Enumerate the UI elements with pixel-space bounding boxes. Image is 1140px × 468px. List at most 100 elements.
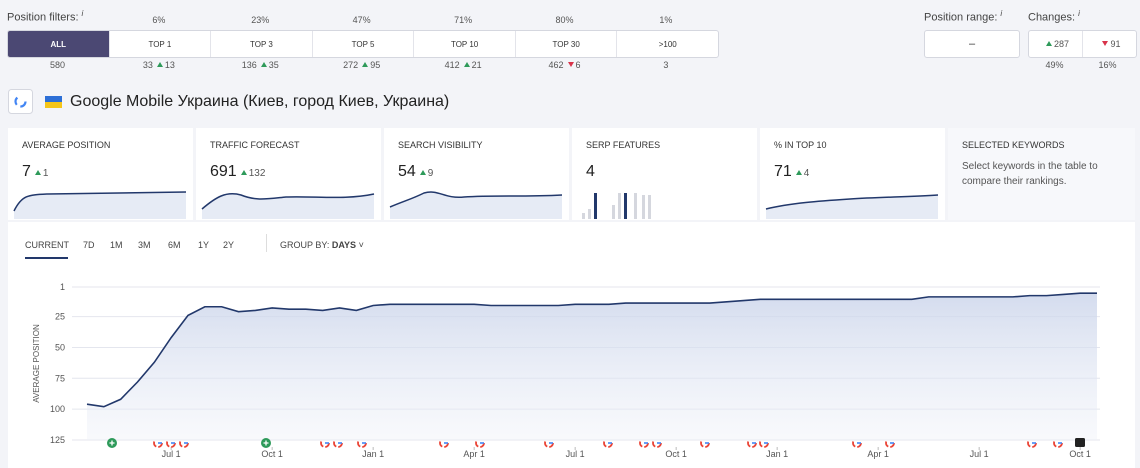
card-label: TRAFFIC FORECAST — [210, 140, 300, 150]
changes-down[interactable]: 91 — [1102, 39, 1120, 49]
metric-card[interactable]: SERP FEATURES 4 — [572, 128, 757, 220]
filter-tab[interactable]: TOP 5 — [311, 31, 414, 57]
sparkline-area — [202, 193, 374, 219]
sparkline — [13, 191, 187, 219]
divider — [266, 234, 267, 252]
card-value: 54 — [398, 163, 416, 180]
metric-card[interactable]: SELECTED KEYWORDS Select keywords in the … — [948, 128, 1135, 220]
filter-count: 33 — [142, 60, 153, 70]
engine-title: Google Mobile Украина (Киев, город Киев,… — [70, 93, 450, 110]
sparkline — [201, 193, 375, 219]
metric-card[interactable]: TRAFFIC FORECAST 691 132 — [196, 128, 381, 220]
filter-count-row: 136 35 — [210, 60, 311, 70]
card-value: 4 — [586, 163, 595, 180]
card-label: AVERAGE POSITION — [22, 140, 111, 150]
changes-up-percent: 49% — [1045, 60, 1064, 70]
sparkline-line — [389, 191, 563, 208]
sparkbar — [618, 193, 621, 219]
event-icon — [1075, 438, 1085, 447]
filter-change: 6 — [568, 60, 581, 70]
x-tick-label: Jul 1 — [970, 449, 989, 459]
sparkline-line — [765, 194, 939, 210]
sparkline-line — [201, 193, 375, 210]
period-tab[interactable]: CURRENT — [25, 240, 69, 250]
card-text: Select keywords in the table to compare … — [962, 161, 1098, 187]
sparkbar — [642, 195, 645, 219]
period-tab[interactable]: 6M — [168, 240, 181, 250]
filter-tabs: ALL TOP 1 TOP 3 TOP 5 TOP 10 TOP 30 >100 — [7, 30, 719, 58]
card-label: % IN TOP 10 — [774, 140, 827, 150]
card-value-row: 4 — [586, 163, 595, 181]
period-tab[interactable]: 7D — [83, 240, 95, 250]
group-by[interactable]: GROUP BY: DAYS ˅ — [280, 240, 364, 250]
filter-count-row: 3 — [615, 60, 716, 70]
x-tick-label: Apr 1 — [867, 449, 889, 459]
sparkbar — [594, 193, 597, 219]
y-tick-label: 75 — [55, 373, 65, 383]
sparkbar — [588, 209, 591, 219]
period-tab[interactable]: 3M — [138, 240, 151, 250]
period-tab[interactable]: 1Y — [198, 240, 210, 250]
sparkline — [389, 191, 563, 219]
filter-tab[interactable]: ALL — [8, 31, 109, 57]
sparkbar — [648, 195, 651, 219]
sparkline — [765, 194, 939, 219]
sparkline-area — [14, 192, 186, 219]
filter-percent: 71% — [454, 15, 473, 25]
filter-tab[interactable]: TOP 10 — [413, 31, 515, 57]
filter-count: 412 — [444, 60, 460, 70]
filter-tab[interactable]: TOP 1 — [108, 31, 211, 57]
filter-percent: 6% — [152, 15, 166, 25]
y-axis-label: AVERAGE POSITION — [32, 324, 41, 403]
filter-count-row: 580 — [7, 60, 108, 70]
card-value: 691 — [210, 163, 237, 180]
period-tab[interactable]: 1M — [110, 240, 123, 250]
filter-change: 13 — [157, 60, 175, 70]
filter-percent: 1% — [659, 15, 673, 25]
sparkline-area — [390, 192, 562, 219]
filter-tab[interactable]: TOP 3 — [210, 31, 312, 57]
sparkbar — [582, 213, 585, 219]
period-underline — [25, 257, 68, 259]
card-value-row: 691 132 — [210, 163, 265, 181]
range-input[interactable]: – — [924, 30, 1020, 58]
x-tick-label: Oct 1 — [665, 449, 687, 459]
changes-box[interactable]: 287 91 — [1028, 30, 1137, 58]
filter-change: 95 — [362, 60, 380, 70]
filter-count: 136 — [241, 60, 257, 70]
range-label: Position range: i — [924, 9, 1003, 24]
card-value-row: 71 4 — [774, 163, 809, 181]
x-tick-label: Oct 1 — [261, 449, 283, 459]
x-tick-label: Apr 1 — [463, 449, 485, 459]
card-change: 9 — [420, 168, 434, 179]
x-tick-label: Jan 1 — [766, 449, 788, 459]
changes-up[interactable]: 287 — [1046, 39, 1069, 49]
filter-tab[interactable]: >100 — [616, 31, 718, 57]
sparkbar — [624, 193, 627, 219]
card-change: 132 — [241, 168, 266, 179]
period-tab[interactable]: 2Y — [223, 240, 235, 250]
sparkbar — [634, 193, 637, 219]
filter-count-row: 412 21 — [413, 60, 514, 70]
filter-count-row: 33 13 — [108, 60, 209, 70]
line-area — [87, 293, 1097, 440]
x-tick-label: Jan 1 — [362, 449, 384, 459]
event-icon — [263, 440, 269, 446]
filter-count: 3 — [663, 60, 669, 70]
event-icon — [109, 440, 115, 446]
filter-count: 462 — [548, 60, 564, 70]
filters-label: Position filters: i — [7, 9, 84, 24]
filter-tab[interactable]: TOP 30 — [514, 31, 617, 57]
filter-change: 21 — [464, 60, 482, 70]
y-tick-label: 1 — [60, 282, 65, 292]
metric-card[interactable]: SEARCH VISIBILITY 54 9 — [384, 128, 569, 220]
metric-card[interactable]: AVERAGE POSITION 7 1 — [8, 128, 193, 220]
x-tick-label: Jul 1 — [162, 449, 181, 459]
card-change: 4 — [796, 168, 810, 179]
metric-card[interactable]: % IN TOP 10 71 4 — [760, 128, 945, 220]
y-tick-label: 125 — [50, 435, 65, 445]
filter-percent: 47% — [352, 15, 371, 25]
y-tick-label: 50 — [55, 342, 65, 352]
